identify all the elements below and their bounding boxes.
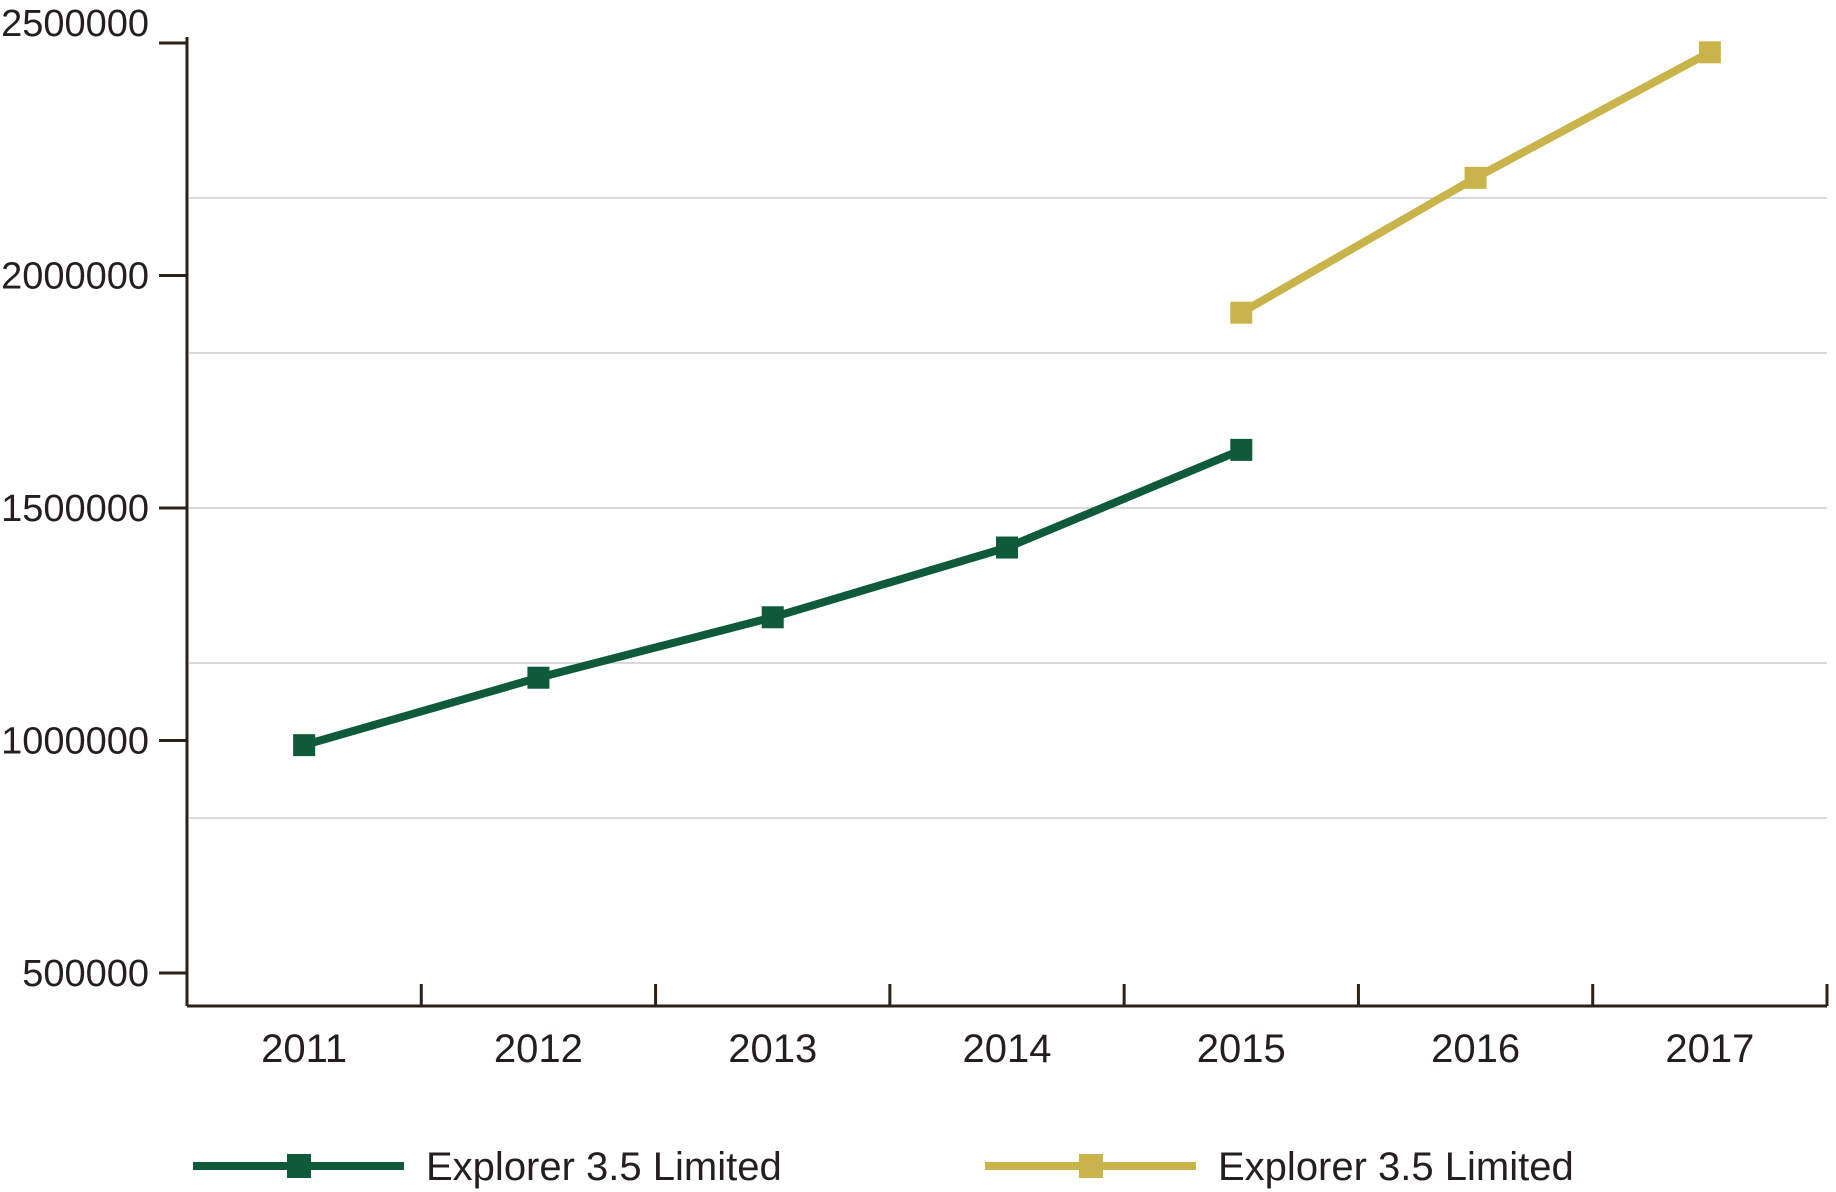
series-line-0 <box>300 445 1246 750</box>
x-tick-label: 2013 <box>728 1027 817 1071</box>
legend-swatch-marker <box>287 1154 311 1178</box>
y-tick-label: 2500000 <box>1 3 149 45</box>
x-tick-label: 2015 <box>1197 1027 1286 1071</box>
legend-swatch-marker <box>1079 1154 1103 1178</box>
x-tick-label: 2011 <box>261 1027 347 1071</box>
data-point-marker <box>1464 166 1487 189</box>
data-point-marker <box>996 536 1018 559</box>
legend-label: Explorer 3.5 Limited <box>1218 1145 1574 1189</box>
data-point-marker <box>293 734 316 757</box>
data-point-marker <box>1230 301 1253 324</box>
data-point-marker <box>1230 438 1253 461</box>
legend-entry: Explorer 3.5 Limited <box>985 1145 1574 1189</box>
y-tick-label: 500000 <box>22 953 149 995</box>
data-point-marker <box>761 606 784 629</box>
y-tick-label: 1000000 <box>1 721 149 763</box>
x-tick-label: 2012 <box>494 1027 583 1071</box>
legend: Explorer 3.5 Limited Explorer 3.5 Limited <box>193 1145 1574 1189</box>
y-tick-label: 1500000 <box>1 488 149 530</box>
data-point-marker <box>1698 41 1721 64</box>
y-tick-label: 2000000 <box>1 256 149 298</box>
x-tick-label: 2014 <box>963 1027 1052 1071</box>
legend-entry: Explorer 3.5 Limited <box>193 1145 782 1189</box>
x-tick-label: 2016 <box>1431 1027 1520 1071</box>
legend-label: Explorer 3.5 Limited <box>426 1145 782 1189</box>
x-tick-label: 2017 <box>1665 1027 1754 1071</box>
data-point-marker <box>527 666 550 689</box>
